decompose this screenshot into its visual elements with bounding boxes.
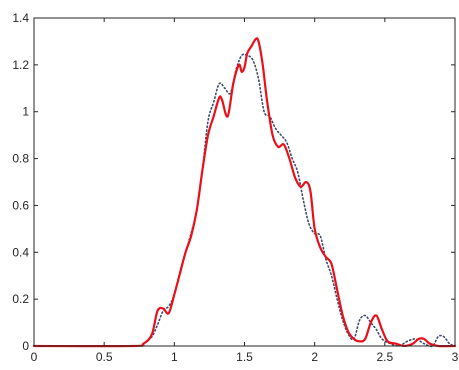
y-tick-label: 0.2 <box>12 292 29 306</box>
x-axis-ticks: 0 0.5 1 1.5 2 2.5 3 <box>31 18 459 364</box>
y-tick-label: 1.4 <box>12 11 29 25</box>
plot-area <box>32 37 457 348</box>
x-tick-label: 3 <box>452 350 459 364</box>
y-tick-label: 0.8 <box>12 152 29 166</box>
y-axis-ticks: 0 0.2 0.4 0.6 0.8 1 1.2 1.4 <box>12 11 455 353</box>
y-tick-label: 1 <box>22 105 29 119</box>
x-tick-label: 0 <box>31 350 38 364</box>
x-tick-label: 2 <box>311 350 318 364</box>
y-tick-label: 0 <box>22 339 29 353</box>
y-tick-label: 1.2 <box>12 58 29 72</box>
series-line-dotted <box>33 53 456 348</box>
x-tick-label: 0.5 <box>96 350 113 364</box>
y-tick-label: 0.6 <box>12 198 29 212</box>
x-tick-label: 2.5 <box>376 350 393 364</box>
series-line-solid <box>32 37 457 348</box>
y-tick-label: 0.4 <box>12 245 29 259</box>
x-tick-label: 1.5 <box>236 350 253 364</box>
x-tick-label: 1 <box>171 350 178 364</box>
